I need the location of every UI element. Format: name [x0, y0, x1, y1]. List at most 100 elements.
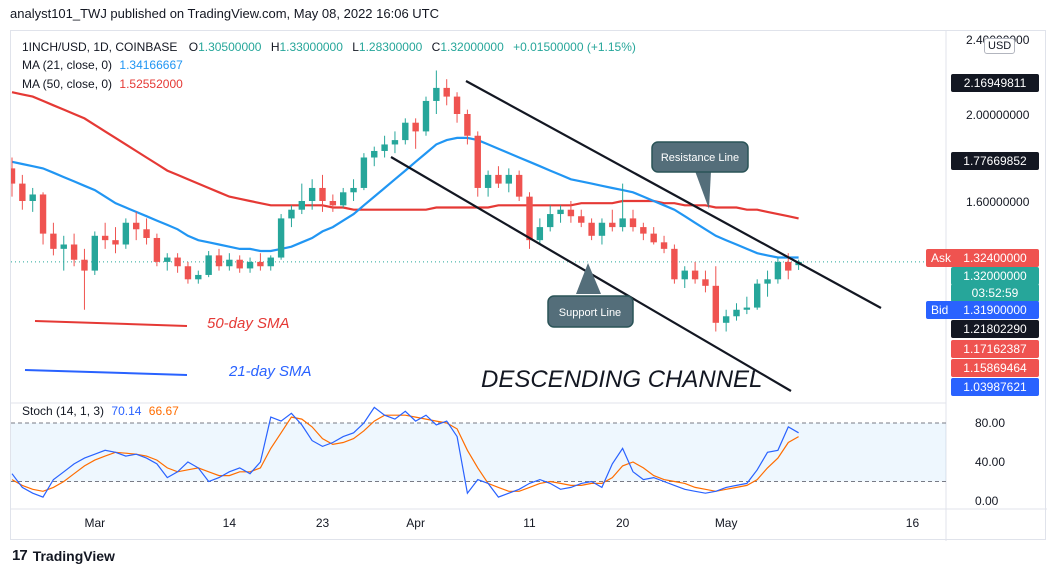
change-value: +0.01500000 (+1.15%) — [513, 40, 636, 54]
footer-brand-label: TradingView — [32, 547, 115, 564]
candle-body — [236, 259, 243, 269]
candle-body — [195, 274, 202, 280]
resistance-callout: Resistance Line — [651, 141, 749, 209]
candle-body — [246, 261, 254, 269]
candle-body — [453, 96, 461, 114]
stoch-d-value: 66.67 — [148, 404, 179, 418]
high-label: H — [270, 40, 280, 54]
ma50-value: 1.52552000 — [119, 77, 183, 91]
candle-body — [350, 187, 357, 193]
candle-body — [226, 259, 233, 267]
candle-body — [164, 257, 171, 262]
price-label-tag — [951, 74, 1039, 92]
currency-button[interactable]: USD — [984, 38, 1016, 54]
resistance-callout-box — [651, 141, 749, 173]
candle-body — [619, 218, 626, 228]
time-tick-label: 23 — [316, 516, 330, 530]
candle-body — [184, 266, 192, 280]
low-label: L — [352, 40, 359, 54]
chart-frame[interactable]: Resistance Line Support Line 50-day SMA 21-… — [8, 30, 1047, 541]
ma21-value: 1.34166667 — [119, 58, 183, 72]
candle-body — [547, 214, 554, 228]
candle-body — [50, 233, 57, 249]
sma21-legend-line — [24, 369, 188, 376]
ask-value: 1.32400000 — [963, 251, 1027, 265]
ask-tag — [926, 249, 1039, 267]
candle-body — [557, 209, 564, 215]
price-label-tag — [951, 152, 1039, 170]
price-label-tag — [951, 359, 1039, 377]
candle-body — [733, 309, 740, 317]
candle-body — [298, 201, 305, 210]
publish-header: analyst101_TWJ published on TradingView.… — [10, 6, 439, 21]
candle-body — [474, 135, 481, 188]
close-label: C — [431, 40, 441, 54]
bid-tag — [926, 301, 1039, 319]
open-label: O — [188, 40, 199, 54]
ma21-line — [11, 136, 799, 259]
time-tick-label: Apr — [406, 516, 425, 530]
candle-body — [650, 233, 657, 243]
candle-body — [660, 242, 668, 249]
candle-body — [526, 196, 533, 241]
time-tick-label: 11 — [523, 516, 536, 530]
ma21-label: MA (21, close, 0) — [22, 58, 113, 72]
candle-body — [39, 194, 47, 234]
candle-body — [122, 222, 130, 245]
candle-body — [340, 192, 347, 206]
stoch-d-line — [11, 414, 799, 492]
candle-body — [774, 261, 782, 280]
price-label-tag — [951, 320, 1039, 338]
candle-body — [215, 255, 223, 267]
candle-body — [143, 229, 150, 238]
price-label-text: 03:52:59 — [972, 286, 1019, 300]
low-value: 1.28300000 — [358, 40, 423, 54]
candle-body — [329, 201, 337, 206]
price-label-text: 1.15869464 — [963, 361, 1027, 375]
candle-body — [153, 237, 161, 262]
candle-body — [588, 222, 595, 236]
resistance-callout-label: Resistance Line — [661, 152, 739, 164]
candle-body — [743, 307, 751, 310]
candle-body — [515, 174, 523, 197]
ma50-line — [11, 91, 799, 220]
candle-body — [91, 235, 98, 271]
price-label-text: 1.77669852 — [963, 154, 1027, 168]
candle-body — [257, 261, 264, 267]
stoch-tick-label: 0.00 — [975, 494, 999, 508]
support-callout-pointer — [576, 263, 601, 294]
candle-body — [722, 316, 730, 323]
ma50-legend: MA (50, close, 0) 1.52552000 — [22, 77, 183, 91]
stoch-label: Stoch (14, 1, 3) — [22, 404, 105, 418]
ohlc-legend: 1INCH/USD, 1D, COINBASE O1.30500000 H1.3… — [22, 40, 636, 54]
support-callout-box — [547, 295, 634, 328]
candle-body — [702, 279, 709, 286]
candle-body — [319, 187, 326, 201]
time-tick-label: 14 — [223, 516, 237, 530]
candle-body — [381, 144, 388, 151]
time-tick-label: 16 — [906, 516, 920, 530]
chart-canvas[interactable]: Resistance Line Support Line 50-day SMA 21-… — [8, 31, 1047, 541]
close-value: 1.32000000 — [440, 40, 504, 54]
symbol-label: 1INCH/USD, 1D, COINBASE — [22, 40, 178, 54]
price-label-text: 1.03987621 — [963, 380, 1027, 394]
price-label-text: 2.16949811 — [964, 76, 1027, 90]
candle-body — [495, 174, 502, 184]
price-label-tag — [951, 340, 1039, 358]
candle-body — [691, 270, 699, 280]
price-label-text: 1.32000000 — [963, 269, 1027, 283]
candle-body — [764, 279, 771, 284]
candle-body — [598, 222, 606, 236]
candle-body — [70, 244, 78, 260]
candle-body — [464, 114, 471, 136]
bid-value: 1.31900000 — [963, 303, 1027, 317]
candle-body — [754, 283, 761, 308]
candle-body — [81, 259, 88, 271]
price-tick-label: 2.00000000 — [966, 108, 1030, 122]
support-callout-label: Support Line — [559, 307, 621, 319]
ma50-label: MA (50, close, 0) — [22, 77, 113, 91]
tradingview-logo-icon: 17 — [12, 547, 28, 564]
footer-brand[interactable]: 17 TradingView — [12, 547, 115, 564]
sma50-annotation: 50-day SMA — [207, 315, 290, 332]
support-callout: Support Line — [547, 263, 634, 328]
